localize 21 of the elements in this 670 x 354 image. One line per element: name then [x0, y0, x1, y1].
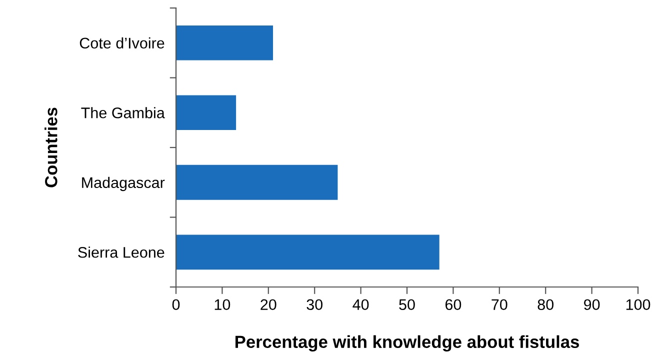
- x-tick-label: 10: [214, 299, 230, 310]
- x-tick-label: 80: [538, 299, 554, 310]
- x-tick-label: 30: [306, 299, 322, 310]
- y-tick-label: Sierra Leone: [78, 246, 164, 258]
- x-axis-title: Percentage with knowledge about fistulas: [235, 335, 579, 352]
- x-tick-label: 100: [626, 299, 650, 310]
- bar: [176, 95, 236, 130]
- y-tick-label: The Gambia: [81, 107, 165, 118]
- bar: [176, 25, 274, 60]
- y-tick-label: Cote d’Ivoire: [80, 37, 164, 49]
- x-tick-label: 50: [399, 299, 415, 310]
- x-tick-label: 0: [172, 299, 180, 310]
- x-tick-label: 60: [445, 299, 462, 310]
- y-axis-title: Countries: [44, 108, 58, 188]
- x-tick-label: 20: [260, 299, 276, 310]
- x-tick-label: 40: [352, 299, 369, 310]
- bar: [176, 234, 440, 270]
- x-tick-label: 70: [492, 299, 508, 310]
- y-tick-label: Madagascar: [82, 176, 165, 192]
- bar: [176, 164, 338, 200]
- x-tick-label: 90: [584, 299, 600, 310]
